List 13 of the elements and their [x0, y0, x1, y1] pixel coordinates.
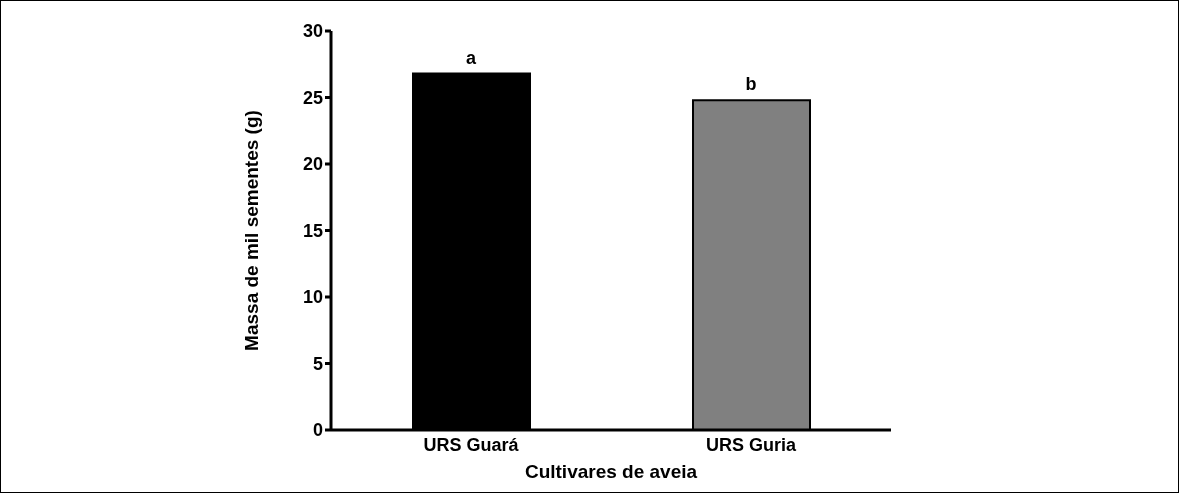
y-axis-title: Massa de mil sementes (g) [240, 110, 262, 351]
x-tick-label: URS Guria [705, 434, 797, 455]
y-tick-label: 20 [302, 154, 323, 175]
y-tick-label: 25 [302, 87, 323, 108]
y-tick-label: 0 [312, 420, 323, 441]
annotation: b [745, 74, 757, 95]
x-tick-label: URS Guará [423, 434, 520, 455]
y-tick-label: 30 [302, 21, 323, 42]
annotation: a [465, 47, 477, 68]
y-tick-label: 15 [302, 220, 323, 241]
y-tick-label: 10 [302, 287, 323, 308]
y-tick-label: 5 [312, 353, 323, 374]
x-axis-title: Cultivares de aveia [524, 461, 698, 482]
